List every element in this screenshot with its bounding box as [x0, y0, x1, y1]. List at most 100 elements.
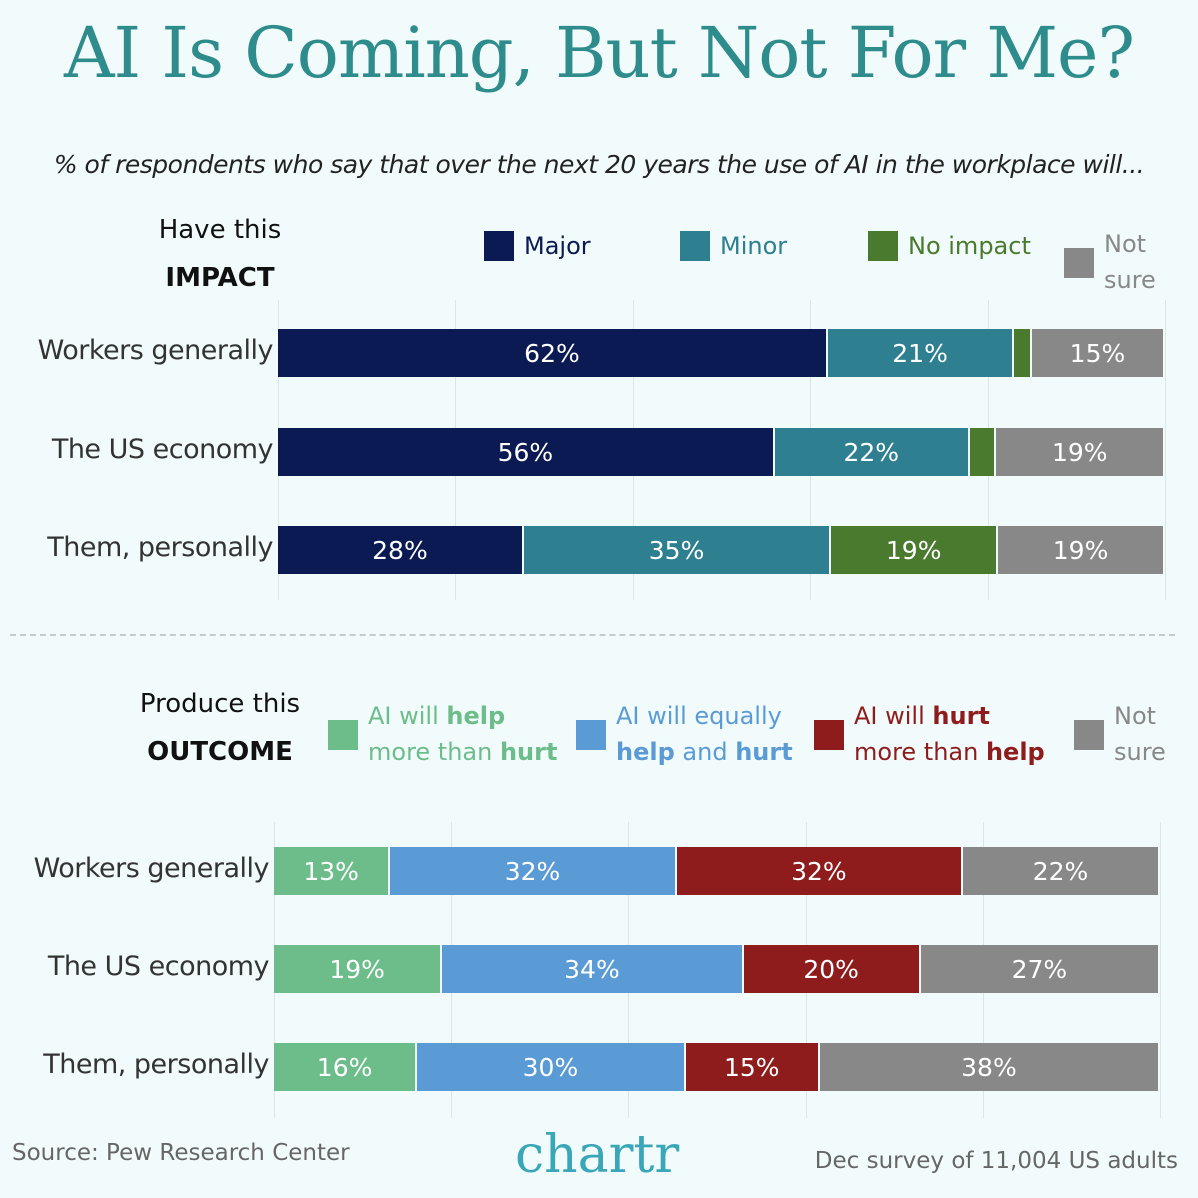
- bar-segment-no-impact: [969, 428, 997, 476]
- chartr-logo: chartr: [515, 1125, 680, 1185]
- legend-item: Major: [484, 228, 591, 264]
- legend-text: AI will equally: [616, 702, 782, 730]
- bar-segment-ai-will-equally-help-and-hurt: 32%: [390, 847, 677, 895]
- data-label: 32%: [504, 856, 561, 886]
- legend-text: Not: [1114, 702, 1157, 730]
- data-label: 19%: [1051, 437, 1108, 467]
- legend-item: Minor: [680, 228, 787, 264]
- legend-text: No impact: [908, 232, 1031, 260]
- legend-text: Minor: [720, 232, 788, 260]
- bar-segment-not-sure: 38%: [819, 1043, 1160, 1091]
- legend-label: No impact: [908, 228, 1031, 264]
- legend-label: Not sure: [1114, 698, 1166, 770]
- data-label: 22%: [843, 437, 900, 467]
- data-label: 21%: [892, 338, 948, 368]
- data-label: 16%: [316, 1052, 373, 1082]
- data-label: 56%: [497, 437, 554, 467]
- legend-swatch: [484, 231, 514, 261]
- legend-text: sure: [1104, 266, 1156, 294]
- heading-line2: OUTCOME: [147, 737, 293, 767]
- heading-line1: Produce this: [139, 689, 301, 719]
- legend-text: hurt: [735, 738, 793, 766]
- data-label: 27%: [1011, 954, 1068, 984]
- row-label: Them, personally: [47, 532, 273, 563]
- bar-segment-not-sure: 27%: [920, 945, 1160, 993]
- data-label: 13%: [303, 856, 359, 886]
- data-label: 19%: [329, 954, 385, 984]
- data-label: 28%: [372, 535, 428, 565]
- bar-segment-major: 62%: [278, 329, 828, 377]
- bar-segment-minor: 22%: [774, 428, 970, 476]
- bar-segment-ai-will-help-more-than-hurt: 16%: [274, 1043, 418, 1091]
- data-label: 62%: [524, 338, 580, 368]
- legend-swatch: [328, 720, 358, 750]
- bar-segment-minor: 35%: [523, 526, 832, 574]
- gridline: [1160, 822, 1161, 1118]
- legend-text: help: [985, 738, 1045, 766]
- outcome-heading: Produce this OUTCOME: [130, 680, 310, 776]
- data-label: 35%: [648, 535, 705, 565]
- legend-text: more than: [854, 738, 986, 766]
- legend-swatch: [680, 231, 710, 261]
- data-label: 32%: [791, 856, 847, 886]
- data-label: 15%: [1069, 338, 1126, 368]
- bar-segment-not-sure: 19%: [996, 428, 1165, 476]
- row-label: The US economy: [51, 434, 274, 465]
- legend-item: AI will help more than hurt: [328, 700, 557, 770]
- bar-segment-ai-will-equally-help-and-hurt: 34%: [442, 945, 744, 993]
- legend-text: AI will: [854, 702, 933, 730]
- data-label: 19%: [1052, 535, 1109, 565]
- legend-label: AI will equally help and hurt: [616, 698, 793, 770]
- legend-text: more than: [368, 738, 500, 766]
- data-label: 19%: [885, 535, 942, 565]
- legend-item: AI will equally help and hurt: [576, 700, 793, 770]
- data-label: 30%: [522, 1052, 579, 1082]
- legend-text: hurt: [932, 702, 990, 730]
- legend-text: Major: [524, 232, 591, 260]
- bar-segment-major: 28%: [278, 526, 524, 574]
- bar-segment-ai-will-help-more-than-hurt: 19%: [274, 945, 443, 993]
- bar-segment-no-impact: [1014, 329, 1032, 377]
- legend-text: help: [446, 702, 506, 730]
- bar-segment-not-sure: 19%: [998, 526, 1165, 574]
- bar-segment-no-impact: 19%: [831, 526, 999, 574]
- legend-text: help: [616, 738, 675, 766]
- legend-label: Minor: [720, 228, 787, 264]
- row-label: Them, personally: [43, 1049, 269, 1080]
- legend-swatch: [576, 720, 606, 750]
- bar-segment-minor: 21%: [827, 329, 1015, 377]
- legend-text: hurt: [499, 738, 558, 766]
- data-label: 34%: [564, 954, 620, 984]
- legend-text: and: [674, 738, 736, 766]
- legend-label: Not sure: [1104, 226, 1156, 298]
- legend-item: No impact: [868, 228, 1031, 264]
- legend-swatch: [1074, 720, 1104, 750]
- bar-segment-ai-will-help-more-than-hurt: 13%: [274, 847, 391, 895]
- legend-swatch: [1064, 248, 1094, 278]
- data-label: 38%: [961, 1052, 1017, 1082]
- bar-segment-ai-will-hurt-more-than-help: 15%: [685, 1043, 820, 1091]
- source-note: Source: Pew Research Center: [12, 1140, 350, 1166]
- row-label: Workers generally: [33, 853, 270, 884]
- impact-heading: Have this IMPACT: [140, 206, 300, 302]
- legend-text: sure: [1114, 738, 1166, 766]
- bar-segment-not-sure: 22%: [963, 847, 1160, 895]
- data-label: 20%: [803, 954, 859, 984]
- bar-segment-ai-will-hurt-more-than-help: 32%: [676, 847, 964, 895]
- legend-text: AI will: [368, 702, 447, 730]
- heading-line1: Have this: [158, 215, 282, 245]
- legend-label: Major: [524, 228, 591, 264]
- section-divider: [10, 634, 1175, 636]
- heading-line2: IMPACT: [165, 263, 275, 293]
- legend-label: AI will hurt more than help: [854, 698, 1045, 770]
- data-label: 22%: [1032, 856, 1089, 886]
- bar-segment-major: 56%: [278, 428, 775, 476]
- legend-item: Not sure: [1064, 228, 1156, 298]
- page-title: AI Is Coming, But Not For Me?: [63, 12, 1135, 94]
- row-label: The US economy: [47, 951, 270, 982]
- bar-segment-not-sure: 15%: [1031, 329, 1165, 377]
- subtitle: % of respondents who say that over the n…: [53, 150, 1145, 179]
- legend-item: AI will hurt more than help: [814, 700, 1045, 770]
- legend-label: AI will help more than hurt: [368, 698, 557, 770]
